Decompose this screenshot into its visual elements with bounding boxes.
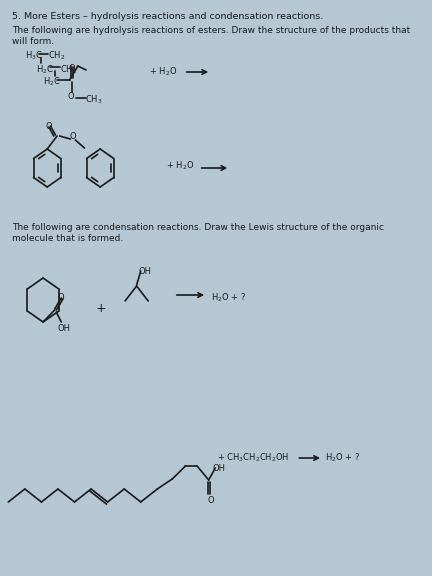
- Text: O: O: [57, 293, 64, 302]
- Text: + H$_2$O: + H$_2$O: [149, 66, 177, 78]
- Text: O: O: [70, 132, 76, 141]
- Text: will form.: will form.: [12, 37, 54, 46]
- Text: H$_2$C: H$_2$C: [35, 63, 54, 75]
- Text: O: O: [45, 122, 52, 131]
- Text: +: +: [95, 302, 106, 315]
- Text: 5. More Esters – hydrolysis reactions and condensation reactions.: 5. More Esters – hydrolysis reactions an…: [12, 12, 323, 21]
- Text: OH: OH: [138, 267, 151, 276]
- Text: The following are hydrolysis reactions of esters. Draw the structure of the prod: The following are hydrolysis reactions o…: [12, 26, 410, 35]
- Text: + H$_2$O: + H$_2$O: [165, 160, 194, 172]
- Text: CH$_2$: CH$_2$: [60, 63, 77, 75]
- Text: O: O: [207, 496, 214, 505]
- Text: CH$_2$: CH$_2$: [48, 50, 65, 63]
- Text: The following are condensation reactions. Draw the Lewis structure of the organi: The following are condensation reactions…: [12, 223, 384, 232]
- Text: CH$_3$: CH$_3$: [85, 94, 103, 107]
- Text: H$_3$C: H$_3$C: [25, 50, 43, 63]
- Text: molecule that is formed.: molecule that is formed.: [12, 234, 123, 243]
- Text: O: O: [69, 64, 75, 73]
- Text: H$_2$C: H$_2$C: [43, 76, 61, 89]
- Text: H$_2$O + ?: H$_2$O + ?: [325, 452, 361, 464]
- Text: OH: OH: [213, 464, 226, 473]
- Text: OH: OH: [58, 324, 71, 333]
- Text: O: O: [68, 92, 75, 101]
- Text: + CH$_3$CH$_2$CH$_2$OH: + CH$_3$CH$_2$CH$_2$OH: [217, 452, 289, 464]
- Text: H$_2$O + ?: H$_2$O + ?: [211, 292, 246, 305]
